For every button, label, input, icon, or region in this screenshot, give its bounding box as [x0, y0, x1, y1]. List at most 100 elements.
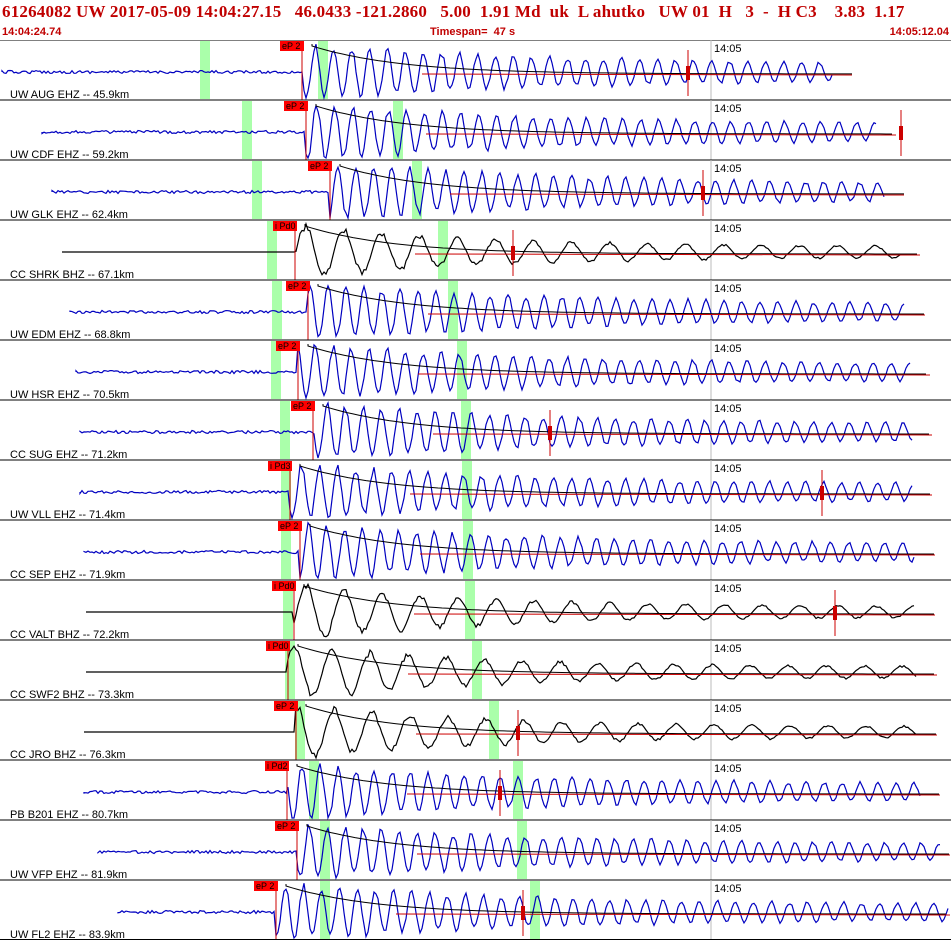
time-marker-label: 14:05 — [714, 103, 742, 115]
end-time: 14:05:12.04 — [889, 26, 949, 38]
coda-decay-curve — [296, 764, 939, 795]
coda-decay-curve — [285, 884, 946, 915]
channel-row-2: 14:05 eP 2 UW CDF EHZ -- 59.2km — [0, 99, 951, 161]
channel-label: UW EDM EHZ -- 68.8km — [10, 329, 130, 341]
pick-label: eP 2 — [293, 401, 311, 411]
s-arrival-band — [463, 521, 473, 579]
coda-end-marker — [516, 726, 520, 740]
p-arrival-band — [200, 41, 210, 99]
pick-box — [286, 281, 310, 291]
channel-label: UW CDF EHZ -- 59.2km — [10, 149, 129, 161]
time-marker-label: 14:05 — [714, 403, 742, 415]
time-marker-label: 14:05 — [714, 163, 742, 175]
pick-box — [276, 341, 300, 351]
time-marker-label: 14:05 — [714, 523, 742, 535]
p-arrival-band — [267, 221, 277, 279]
s-arrival-band — [513, 761, 523, 819]
pick-box — [278, 521, 302, 531]
waveform-trace — [117, 883, 949, 940]
p-arrival-band — [320, 881, 330, 939]
p-arrival-band — [309, 761, 319, 819]
coda-fit-line — [406, 793, 941, 796]
p-arrival-band — [320, 821, 330, 879]
pick-box — [284, 101, 308, 111]
coda-decay-curve — [307, 344, 926, 375]
time-marker-label: 14:05 — [714, 883, 742, 895]
coda-decay-curve — [317, 284, 924, 315]
pick-box — [280, 41, 304, 51]
pick-box — [268, 461, 292, 471]
time-marker-label: 14:05 — [714, 583, 742, 595]
channel-row-14: 14:05 eP 2 UW VFP EHZ -- 81.9km — [0, 819, 951, 881]
pick-label: i Pd3 — [270, 461, 291, 471]
pick-label: eP 2 — [280, 521, 298, 531]
pick-label: eP 2 — [286, 101, 304, 111]
channel-row-10: 14:05 i Pd0 CC VALT BHZ -- 72.2km — [0, 579, 951, 641]
coda-fit-line — [413, 613, 936, 616]
time-marker-label: 14:05 — [714, 343, 742, 355]
waveform-trace — [62, 221, 901, 277]
pick-box — [254, 881, 278, 891]
channel-row-1: 14:05 eP 2 UW AUG EHZ -- 45.9km — [0, 40, 951, 101]
waveform-trace — [86, 644, 917, 697]
channel-row-15: 14:05 eP 2 UW FL2 EHZ -- 83.9km — [0, 879, 951, 940]
pick-box — [274, 701, 298, 711]
timespan-label: Timespan= 47 s — [430, 26, 516, 38]
channel-label: CC JRO BHZ -- 76.3km — [10, 749, 126, 761]
pick-box — [273, 221, 297, 231]
pick-label: i Pd0 — [268, 641, 289, 651]
seismogram-panel[interactable]: 14:05 eP 2 UW AUG EHZ -- 45.9km 14:05 eP 2 UW… — [0, 40, 951, 940]
waveform-trace — [69, 284, 905, 339]
channel-label: UW VFP EHZ -- 81.9km — [10, 869, 127, 881]
pick-label: i Pd2 — [267, 761, 288, 771]
channel-row-12: 14:05 eP 2 CC JRO BHZ -- 76.3km — [0, 699, 951, 761]
s-arrival-band — [318, 41, 328, 99]
channel-label: UW GLK EHZ -- 62.4km — [10, 209, 128, 221]
coda-decay-curve — [322, 404, 929, 435]
channel-row-4: 14:05 i Pd0 CC SHRK BHZ -- 67.1km — [0, 219, 951, 281]
coda-fit-line — [395, 913, 951, 916]
p-arrival-band — [295, 701, 305, 759]
time-marker-label: 14:05 — [714, 283, 742, 295]
p-arrival-band — [281, 461, 291, 519]
coda-decay-curve — [311, 44, 852, 75]
pick-label: eP 2 — [276, 701, 294, 711]
coda-fit-line — [419, 553, 936, 556]
waveform-trace — [51, 165, 885, 221]
coda-fit-line — [414, 253, 921, 256]
pick-box — [308, 161, 332, 171]
pick-label: i Pd0 — [274, 581, 295, 591]
waveform-trace — [83, 521, 915, 580]
waveform-trace — [79, 401, 913, 459]
waveform-trace — [75, 343, 911, 401]
waveform-trace — [79, 463, 913, 521]
waveform-trace — [86, 582, 915, 638]
pick-box — [275, 821, 299, 831]
pick-label: eP 2 — [310, 161, 328, 171]
coda-decay-curve — [306, 824, 949, 855]
channel-label: UW HSR EHZ -- 70.5km — [10, 389, 129, 401]
channel-label: UW VLL EHZ -- 71.4km — [10, 509, 125, 521]
channel-label: CC VALT BHZ -- 72.2km — [10, 629, 129, 641]
coda-fit-line — [425, 133, 897, 136]
coda-end-marker — [548, 426, 552, 440]
channel-row-5: 14:05 eP 2 UW EDM EHZ -- 68.8km — [0, 279, 951, 341]
coda-fit-line — [407, 673, 938, 676]
pick-box — [265, 761, 289, 771]
p-arrival-band — [242, 101, 252, 159]
s-arrival-band — [530, 881, 540, 939]
channel-label: UW FL2 EHZ -- 83.9km — [10, 929, 125, 940]
coda-end-marker — [820, 486, 824, 500]
pick-label: eP 2 — [282, 41, 300, 51]
channel-label: CC SWF2 BHZ -- 73.3km — [10, 689, 134, 701]
s-arrival-band — [438, 221, 448, 279]
channel-label: CC SHRK BHZ -- 67.1km — [10, 269, 134, 281]
pick-label: eP 2 — [288, 281, 306, 291]
coda-fit-line — [415, 733, 938, 736]
time-marker-label: 14:05 — [714, 43, 742, 55]
channel-row-6: 14:05 eP 2 UW HSR EHZ -- 70.5km — [0, 339, 951, 401]
time-marker-label: 14:05 — [714, 823, 742, 835]
coda-fit-line — [416, 853, 951, 856]
time-marker-label: 14:05 — [714, 463, 742, 475]
time-marker-label: 14:05 — [714, 223, 742, 235]
